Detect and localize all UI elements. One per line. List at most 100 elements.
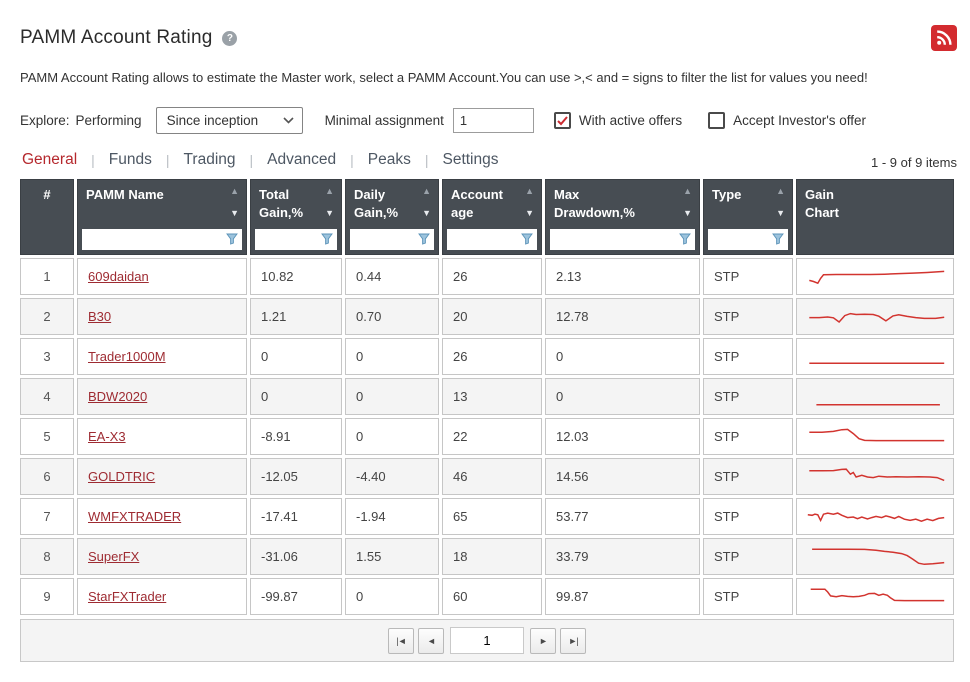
sort-desc-icon[interactable]: ▼ — [325, 208, 334, 218]
page-last-button[interactable]: ►| — [560, 627, 586, 654]
accept-investors-offer-checkbox-group[interactable]: Accept Investor's offer — [708, 112, 866, 129]
cell-type: STP — [703, 258, 793, 295]
filter-funnel-icon[interactable] — [679, 233, 691, 245]
sort-asc-icon[interactable]: ▲ — [683, 186, 692, 196]
check-icon — [557, 115, 568, 125]
page-next-button[interactable]: ► — [530, 627, 556, 654]
pamm-account-link[interactable]: B30 — [88, 309, 112, 324]
column-header-type[interactable]: Type ▲ ▼ — [703, 179, 793, 255]
pamm-account-link[interactable]: StarFXTrader — [88, 589, 167, 604]
cell-age: 22 — [442, 418, 542, 455]
filter-funnel-icon[interactable] — [226, 233, 238, 245]
table-row: 4 BDW2020 0 0 13 0 STP — [20, 378, 954, 415]
table-row: 3 Trader1000M 0 0 26 0 STP — [20, 338, 954, 375]
tab-settings[interactable]: Settings — [442, 151, 499, 168]
cell-total_gain: -99.87 — [250, 578, 342, 615]
sort-arrows: ▲ ▼ — [683, 187, 692, 218]
cell-daily_gain: 0.70 — [345, 298, 439, 335]
filter-cell — [350, 229, 434, 250]
table-row: 2 B30 1.21 0.70 20 12.78 STP — [20, 298, 954, 335]
sort-asc-icon[interactable]: ▲ — [525, 186, 534, 196]
cell-max_drawdown: 0 — [545, 338, 700, 375]
page-first-button[interactable]: |◄ — [388, 627, 414, 654]
period-select[interactable]: Since inception — [155, 107, 303, 134]
tab-general[interactable]: General — [22, 151, 78, 168]
column-header-daily_gain[interactable]: Daily Gain,% ▲ ▼ — [345, 179, 439, 255]
sort-desc-icon[interactable]: ▼ — [230, 208, 239, 218]
pamm-account-link[interactable]: BDW2020 — [88, 389, 148, 404]
cell-age: 26 — [442, 258, 542, 295]
cell-age: 13 — [442, 378, 542, 415]
sort-asc-icon[interactable]: ▲ — [230, 186, 239, 196]
filter-funnel-icon[interactable] — [772, 233, 784, 245]
sort-arrows: ▲ ▼ — [325, 187, 334, 218]
filter-funnel-icon[interactable] — [521, 233, 533, 245]
pamm-rating-page: PAMM Account Rating ? PAMM Account Ratin… — [17, 25, 957, 662]
filter-cell — [708, 229, 788, 250]
cell-gain-chart — [796, 578, 954, 615]
column-label: # — [43, 187, 51, 202]
sort-asc-icon[interactable]: ▲ — [325, 186, 334, 196]
column-header-name[interactable]: PAMM Name ▲ ▼ — [77, 179, 247, 255]
title-row: PAMM Account Rating ? — [17, 25, 957, 51]
with-active-offers-checkbox-group[interactable]: With active offers — [553, 112, 682, 129]
cell-max_drawdown: 12.78 — [545, 298, 700, 335]
filter-input-daily_gain[interactable] — [350, 229, 434, 250]
filter-input-type[interactable] — [708, 229, 788, 250]
cell-max_drawdown: 2.13 — [545, 258, 700, 295]
filter-input-name[interactable] — [82, 229, 242, 250]
pamm-account-link[interactable]: WMFXTRADER — [88, 509, 182, 524]
cell-num: 3 — [20, 338, 74, 375]
gain-sparkline — [809, 270, 945, 285]
sort-desc-icon[interactable]: ▼ — [525, 208, 534, 218]
pamm-account-link[interactable]: SuperFX — [88, 549, 140, 564]
cell-daily_gain: 0.44 — [345, 258, 439, 295]
items-count: 1 - 9 of 9 items — [871, 155, 957, 170]
help-icon[interactable]: ? — [222, 30, 238, 46]
with-active-offers-checkbox[interactable] — [553, 112, 571, 129]
tab-funds[interactable]: Funds — [108, 151, 152, 168]
page-number-input[interactable] — [450, 627, 524, 654]
gain-sparkline — [816, 404, 940, 406]
pamm-account-link[interactable]: Trader1000M — [88, 349, 166, 364]
tab-peaks[interactable]: Peaks — [367, 151, 411, 168]
column-header-age[interactable]: Account age ▲ ▼ — [442, 179, 542, 255]
grid-footer: |◄ ◄ ► ►| — [20, 619, 954, 662]
column-label: Max Drawdown,% — [554, 187, 635, 220]
tab-advanced[interactable]: Advanced — [267, 151, 337, 168]
table-row: 9 StarFXTrader -99.87 0 60 99.87 STP — [20, 578, 954, 615]
pamm-account-link[interactable]: EA-X3 — [88, 429, 126, 444]
cell-gain-chart — [796, 298, 954, 335]
gain-sparkline — [809, 362, 945, 364]
table-row: 8 SuperFX -31.06 1.55 18 33.79 STP — [20, 538, 954, 575]
column-header-max_drawdown[interactable]: Max Drawdown,% ▲ ▼ — [545, 179, 700, 255]
tab-trading[interactable]: Trading — [183, 151, 236, 168]
filter-input-age[interactable] — [447, 229, 537, 250]
column-label: Account age — [451, 187, 503, 220]
cell-total_gain: 1.21 — [250, 298, 342, 335]
sort-asc-icon[interactable]: ▲ — [776, 186, 785, 196]
rss-icon[interactable] — [931, 25, 957, 51]
sort-desc-icon[interactable]: ▼ — [776, 208, 785, 218]
accept-investors-offer-checkbox[interactable] — [708, 112, 726, 129]
sort-asc-icon[interactable]: ▲ — [422, 186, 431, 196]
chevron-down-icon — [282, 117, 294, 124]
page-prev-button[interactable]: ◄ — [418, 627, 444, 654]
cell-max_drawdown: 14.56 — [545, 458, 700, 495]
cell-gain-chart — [796, 338, 954, 375]
pamm-account-link[interactable]: GOLDTRIC — [88, 469, 156, 484]
sort-desc-icon[interactable]: ▼ — [422, 208, 431, 218]
page-title: PAMM Account Rating — [20, 27, 213, 48]
cell-pamm-name: SuperFX — [77, 538, 247, 575]
minimal-assignment-input[interactable] — [452, 108, 534, 133]
filter-funnel-icon[interactable] — [321, 233, 333, 245]
pamm-account-link[interactable]: 609daidan — [88, 269, 149, 284]
tab-separator: | — [424, 152, 429, 168]
column-label: Gain Chart — [805, 187, 839, 220]
filter-funnel-icon[interactable] — [418, 233, 430, 245]
column-header-total_gain[interactable]: Total Gain,% ▲ ▼ — [250, 179, 342, 255]
filter-input-max_drawdown[interactable] — [550, 229, 695, 250]
filter-input-total_gain[interactable] — [255, 229, 337, 250]
table-row: 1 609daidan 10.82 0.44 26 2.13 STP — [20, 258, 954, 295]
sort-desc-icon[interactable]: ▼ — [683, 208, 692, 218]
